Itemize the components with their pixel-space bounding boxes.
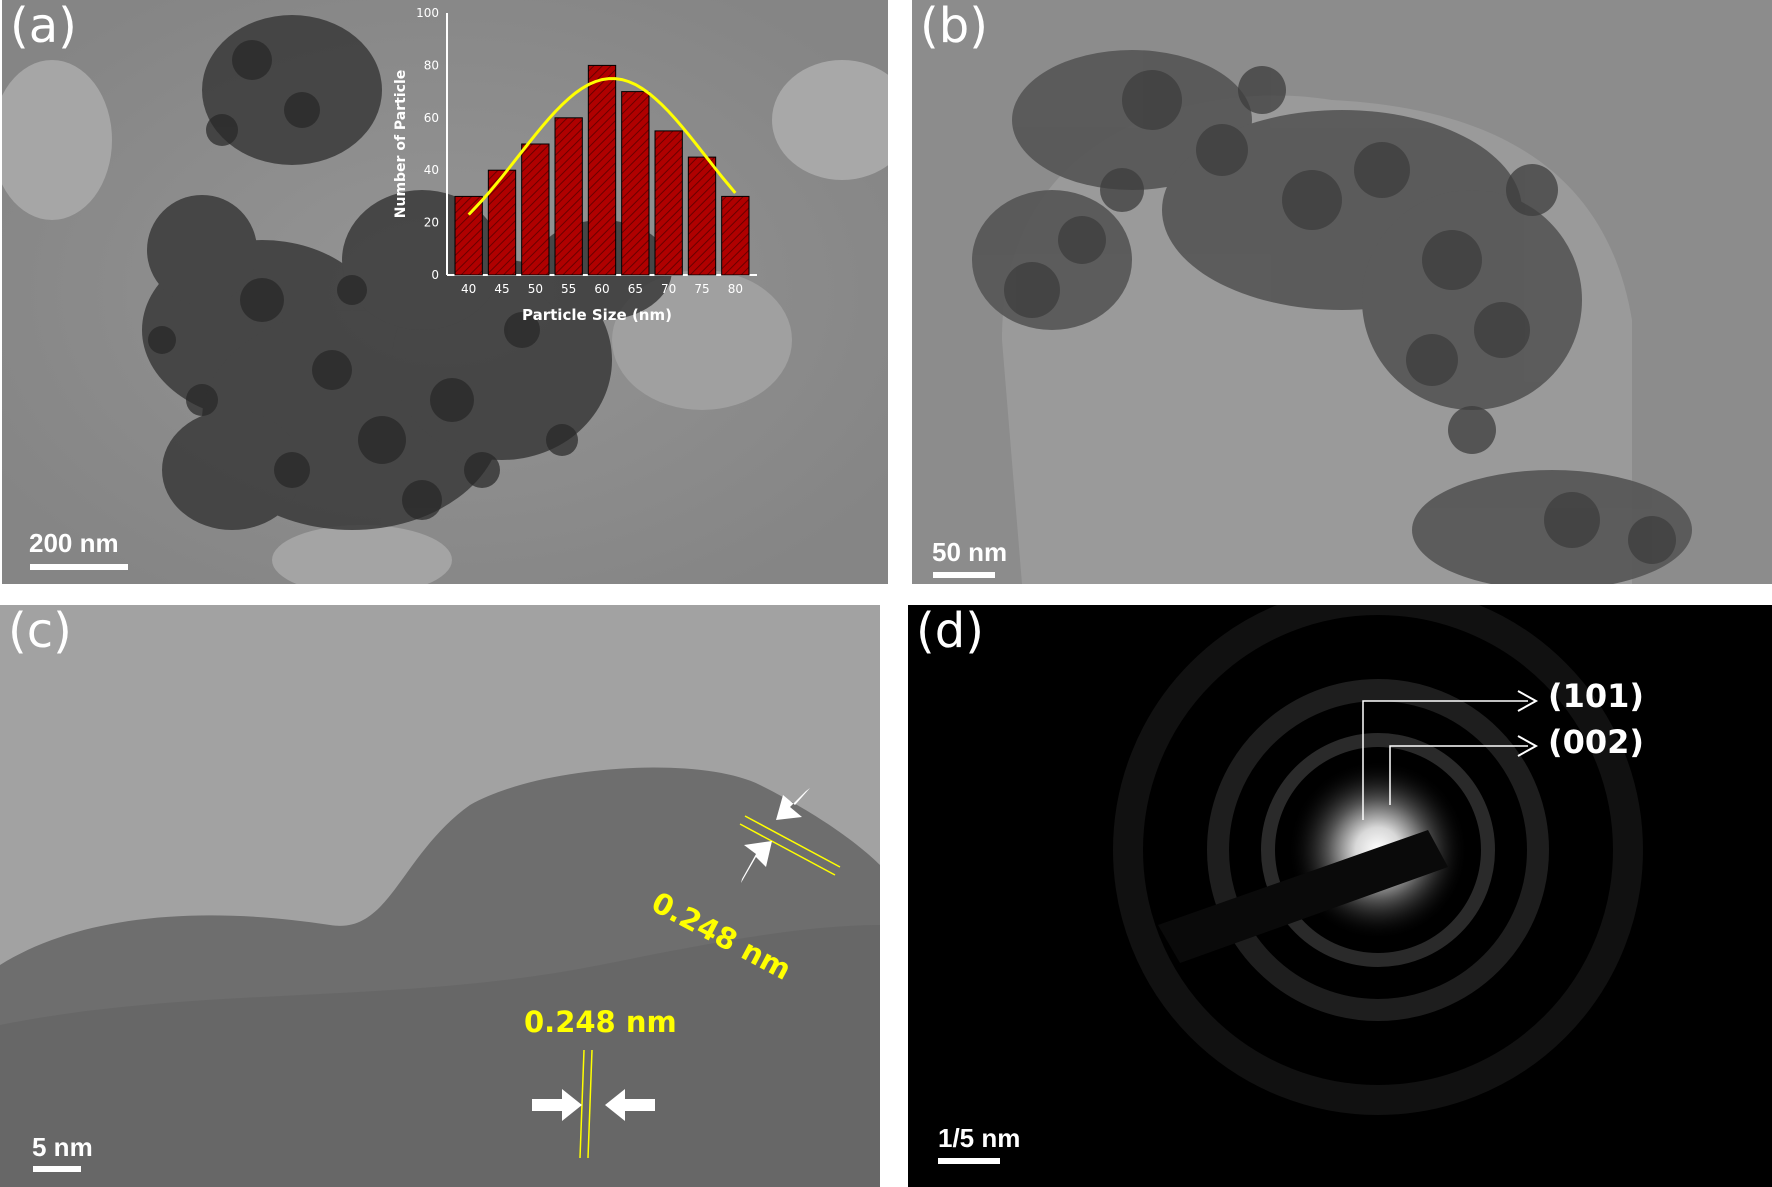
x-tick-label: 55 xyxy=(561,282,576,296)
y-axis-label: Number of Particle xyxy=(393,70,409,218)
x-tick-label: 50 xyxy=(528,282,543,296)
gaussian-fit-curve xyxy=(467,77,737,216)
y-tick-label: 80 xyxy=(424,58,439,72)
y-tick-label: 100 xyxy=(416,6,439,20)
bar xyxy=(554,117,583,276)
scale-bar-a xyxy=(30,564,128,570)
particle-size-histogram: 0 20 40 60 80 100 40 45 50 55 60 65 70 75 80 Particle S… xyxy=(393,6,757,324)
x-tick-label: 80 xyxy=(728,282,743,296)
bar xyxy=(621,91,650,276)
x-tick-label: 45 xyxy=(494,282,509,296)
x-tick-label: 75 xyxy=(694,282,709,296)
x-axis-label: Particle Size (nm) xyxy=(522,306,672,324)
y-tick-label: 20 xyxy=(424,216,439,230)
scale-label-c: 5 nm xyxy=(32,1132,93,1162)
panel-label-c: (c) xyxy=(8,605,72,659)
ring-label-101: (101) xyxy=(1548,677,1645,715)
scale-label-d: 1/5 nm xyxy=(938,1123,1021,1153)
bar xyxy=(721,195,750,276)
panel-label-b: (b) xyxy=(920,0,988,54)
y-tick-label: 40 xyxy=(424,163,439,177)
scale-label-b: 50 nm xyxy=(932,537,1008,567)
panel-label-d: (d) xyxy=(916,605,984,659)
tem-image-b xyxy=(912,0,1772,584)
x-tick-label: 65 xyxy=(628,282,643,296)
saed-pattern-d xyxy=(908,605,1772,1187)
x-tick-label: 60 xyxy=(594,282,609,296)
ring-label-002: (002) xyxy=(1548,723,1645,761)
panel-c: 0.248 nm 0.248 nm (c) 5 nm xyxy=(0,605,880,1187)
y-tick-label: 60 xyxy=(424,111,439,125)
scale-label-a: 200 nm xyxy=(29,528,119,558)
bar xyxy=(454,195,483,276)
bar xyxy=(587,64,617,276)
panel-d: (101) (002) (d) 1/5 nm xyxy=(908,605,1772,1187)
spacing-label-bottom: 0.248 nm xyxy=(524,1005,677,1039)
panel-label-a: (a) xyxy=(10,0,77,54)
hrtem-image-c xyxy=(0,605,880,1187)
x-tick-label: 40 xyxy=(461,282,476,296)
panel-a: 0 20 40 60 80 100 40 45 50 55 60 65 70 75 80 Particle S… xyxy=(2,0,888,584)
scale-bar-b xyxy=(933,572,995,578)
y-tick-label: 0 xyxy=(431,268,439,282)
bar xyxy=(687,156,717,276)
x-tick-label: 70 xyxy=(661,282,676,296)
scale-bar-d xyxy=(938,1158,1000,1164)
bar xyxy=(521,143,550,276)
tem-image-a xyxy=(2,0,888,584)
bar xyxy=(487,169,517,276)
scale-bar-c xyxy=(33,1166,81,1172)
panel-b: (b) 50 nm xyxy=(912,0,1772,584)
bar xyxy=(654,130,683,276)
